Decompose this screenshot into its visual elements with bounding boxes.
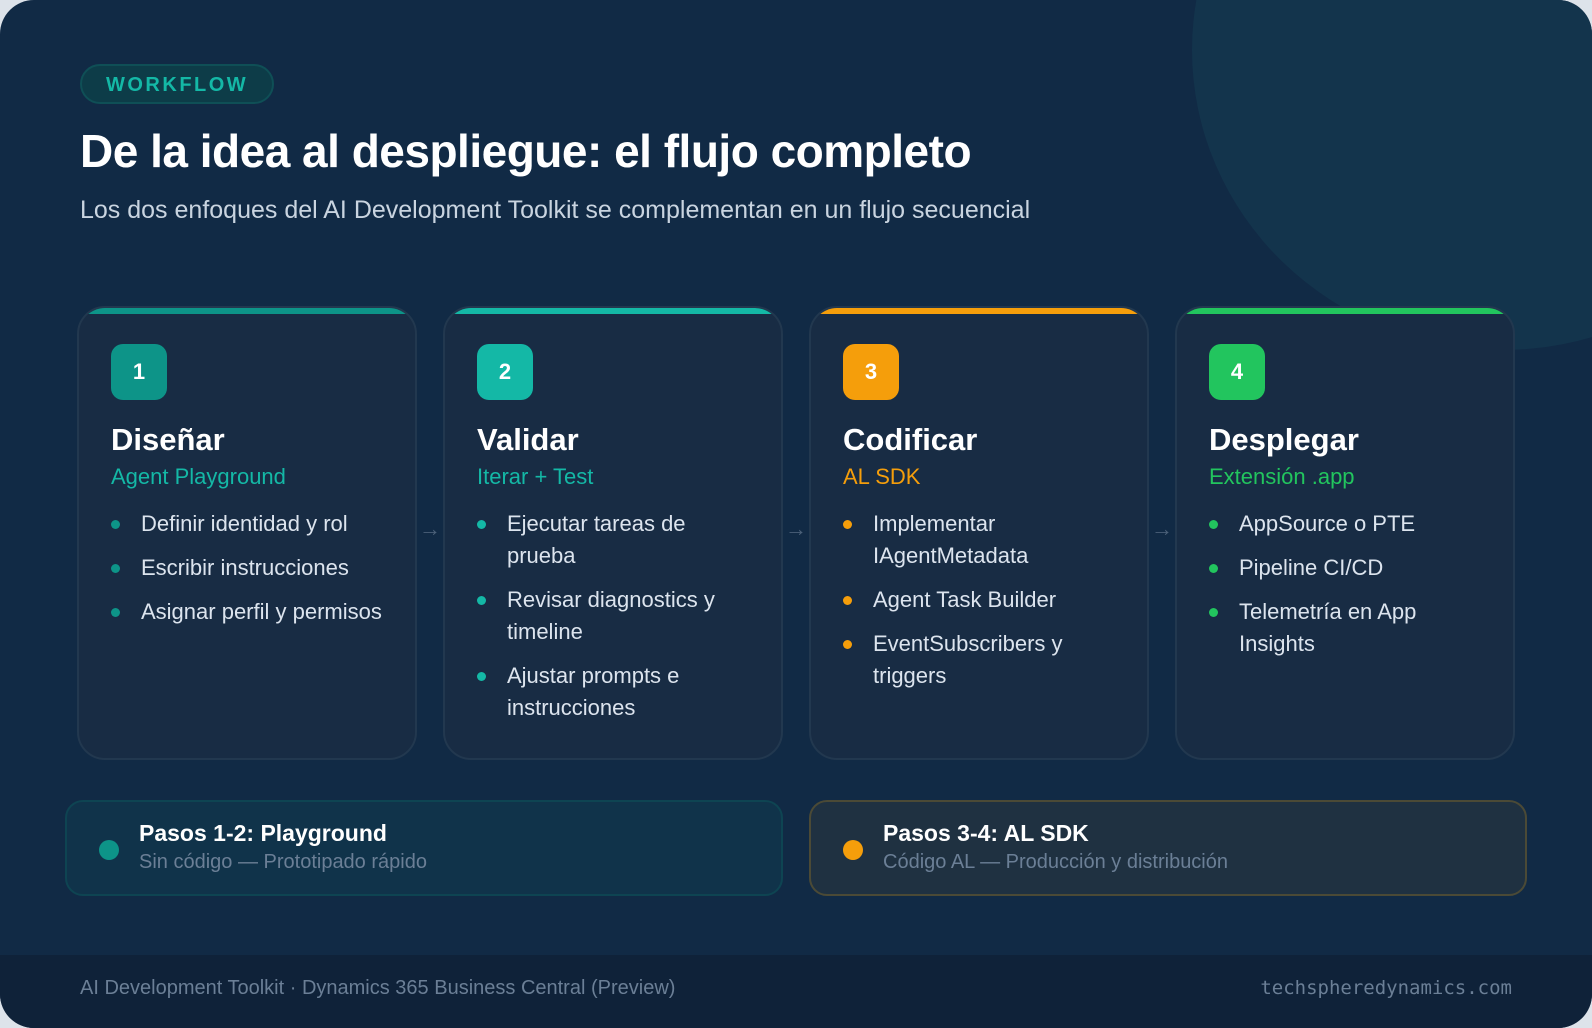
step-items: Ejecutar tareas de prueba Revisar diagnos… — [477, 508, 751, 724]
arrow-icon: → — [785, 516, 807, 541]
list-item: Definir identidad y rol — [111, 508, 385, 540]
page-subtitle: Los dos enfoques del AI Development Tool… — [80, 196, 1031, 224]
bullet-icon — [111, 564, 120, 573]
card-accent-bar — [445, 308, 781, 314]
step-title: Desplegar — [1209, 422, 1359, 457]
bullet-icon — [1209, 564, 1218, 573]
item-text: Pipeline CI/CD — [1239, 555, 1384, 580]
summary-title: Pasos 1-2: Playground — [139, 820, 387, 846]
bullet-icon — [1209, 608, 1218, 617]
footer: AI Development Toolkit · Dynamics 365 Bu… — [0, 955, 1592, 1028]
bullet-icon — [477, 672, 486, 681]
list-item: Ejecutar tareas de prueba — [477, 508, 751, 572]
step-number: 3 — [843, 344, 899, 400]
arrow-icon: → — [419, 516, 441, 541]
status-dot — [843, 840, 863, 860]
step-card-3: 3 Codificar AL SDK Implementar IAgentMeta… — [809, 306, 1149, 760]
step-card-4: 4 Desplegar Extensión .app AppSource o PT… — [1175, 306, 1515, 760]
summary-playground: Pasos 1-2: Playground Sin código — Proto… — [65, 800, 783, 896]
list-item: Ajustar prompts e instrucciones — [477, 660, 751, 724]
list-item: Agent Task Builder — [843, 584, 1117, 616]
step-cards: 1 Diseñar Agent Playground Definir identi… — [77, 306, 1515, 760]
step-subtitle: Agent Playground — [111, 464, 286, 489]
card-accent-bar — [811, 308, 1147, 314]
page-title: De la idea al despliegue: el flujo compl… — [80, 125, 972, 177]
step-subtitle: AL SDK — [843, 464, 921, 489]
bullet-icon — [477, 596, 486, 605]
summary-al-sdk: Pasos 3-4: AL SDK Código AL — Producción… — [809, 800, 1527, 896]
decorative-circle — [1192, 0, 1592, 350]
summary-subtitle: Sin código — Prototipado rápido — [139, 851, 427, 873]
summary-title: Pasos 3-4: AL SDK — [883, 820, 1089, 846]
card-accent-bar — [1177, 308, 1513, 314]
item-text: Implementar IAgentMetadata — [873, 511, 1029, 568]
bullet-icon — [843, 520, 852, 529]
step-number: 2 — [477, 344, 533, 400]
list-item: Implementar IAgentMetadata — [843, 508, 1117, 572]
workflow-badge: WORKFLOW — [80, 64, 275, 104]
step-subtitle: Extensión .app — [1209, 464, 1355, 489]
step-title: Validar — [477, 422, 579, 457]
bullet-icon — [1209, 520, 1218, 529]
step-card-2: 2 Validar Iterar + Test Ejecutar tareas d… — [443, 306, 783, 760]
list-item: Escribir instrucciones — [111, 552, 385, 584]
item-text: EventSubscribers y triggers — [873, 631, 1063, 688]
list-item: Revisar diagnostics y timeline — [477, 584, 751, 648]
list-item: EventSubscribers y triggers — [843, 628, 1117, 692]
card-accent-bar — [79, 308, 415, 314]
step-title: Codificar — [843, 422, 978, 457]
item-text: Ejecutar tareas de prueba — [507, 511, 686, 568]
step-items: AppSource o PTE Pipeline CI/CD Telemetría … — [1209, 508, 1483, 660]
bullet-icon — [111, 608, 120, 617]
step-title: Diseñar — [111, 422, 225, 457]
step-number: 1 — [111, 344, 167, 400]
item-text: AppSource o PTE — [1239, 511, 1416, 536]
item-text: Definir identidad y rol — [141, 511, 348, 536]
footer-website: techspheredynamics.com — [1260, 977, 1512, 999]
footer-text: AI Development Toolkit · Dynamics 365 Bu… — [80, 977, 676, 999]
list-item: Asignar perfil y permisos — [111, 596, 385, 628]
bullet-icon — [843, 640, 852, 649]
item-text: Ajustar prompts e instrucciones — [507, 663, 680, 720]
step-items: Implementar IAgentMetadata Agent Task Bui… — [843, 508, 1117, 692]
list-item: Telemetría en App Insights — [1209, 596, 1483, 660]
step-subtitle: Iterar + Test — [477, 464, 594, 489]
item-text: Escribir instrucciones — [141, 555, 349, 580]
item-text: Revisar diagnostics y timeline — [507, 587, 715, 644]
step-items: Definir identidad y rol Escribir instrucc… — [111, 508, 385, 628]
step-number: 4 — [1209, 344, 1265, 400]
status-dot — [99, 840, 119, 860]
bullet-icon — [843, 596, 852, 605]
bullet-icon — [111, 520, 120, 529]
item-text: Asignar perfil y permisos — [141, 599, 382, 624]
arrow-icon: → — [1151, 516, 1173, 541]
summary-subtitle: Código AL — Producción y distribución — [883, 851, 1228, 873]
list-item: AppSource o PTE — [1209, 508, 1483, 540]
item-text: Agent Task Builder — [873, 587, 1057, 612]
list-item: Pipeline CI/CD — [1209, 552, 1483, 584]
item-text: Telemetría en App Insights — [1239, 599, 1417, 656]
step-card-1: 1 Diseñar Agent Playground Definir identi… — [77, 306, 417, 760]
bullet-icon — [477, 520, 486, 529]
